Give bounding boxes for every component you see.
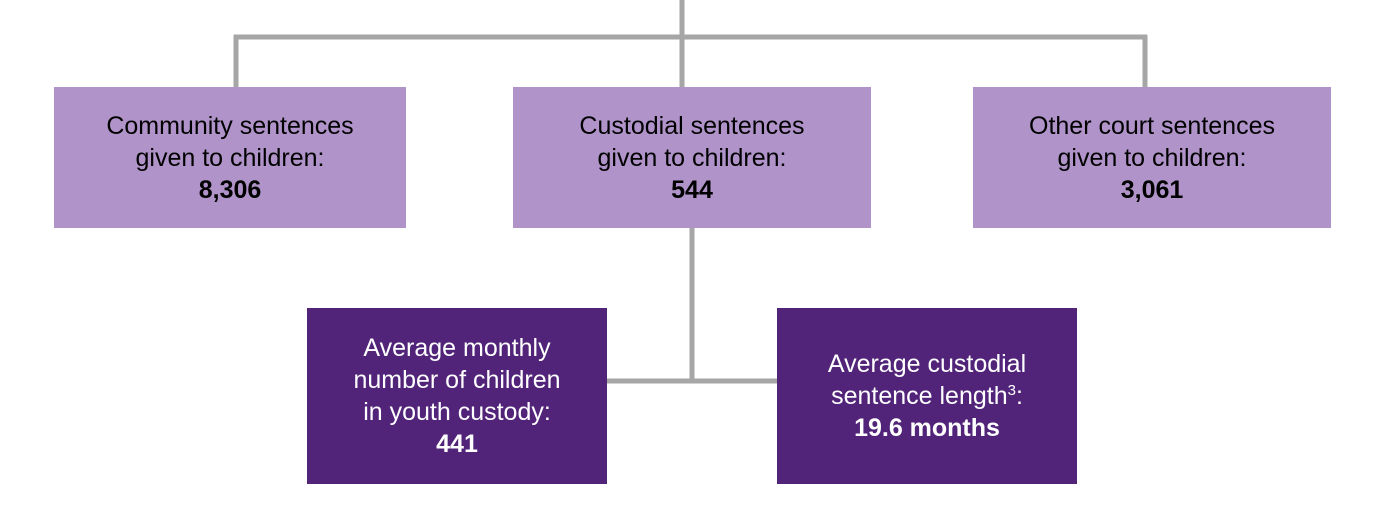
other-sentences-box: Other court sentences given to children:… [973,87,1331,228]
other-sentences-label-line2: given to children: [1057,143,1247,172]
monthly-custody-value: 441 [436,430,478,458]
monthly-custody-label-line3: in youth custody: [363,398,551,426]
sentence-length-label-line1: Average custodial [827,350,1027,378]
sentence-length-value: 19.6 months [854,414,1000,442]
custodial-sentences-label-line1: Custodial sentences [579,111,805,140]
community-sentences-value: 8,306 [198,175,262,204]
sentence-length-box: Average custodial sentence length3: 19.6… [777,308,1077,484]
monthly-custody-label-line1: Average monthly [363,334,551,362]
other-sentences-label-line1: Other court sentences [1029,111,1275,140]
custodial-sentences-label-line2: given to children: [597,143,787,172]
community-sentences-label-line2: given to children: [135,143,325,172]
other-sentences-value: 3,061 [1120,175,1184,204]
custodial-sentences-value: 544 [671,175,713,204]
sentence-length-label-line2: sentence length3: [831,380,1023,412]
monthly-custody-label-line2: number of children [353,366,561,394]
sentence-length-label-text: sentence length [831,382,1008,410]
footnote-marker: 3 [1007,382,1016,399]
community-sentences-box: Community sentences given to children: 8… [54,87,406,228]
community-sentences-label-line1: Community sentences [106,111,354,140]
sentence-length-label-suffix: : [1015,382,1023,410]
monthly-custody-box: Average monthly number of children in yo… [307,308,607,484]
custodial-sentences-box: Custodial sentences given to children: 5… [513,87,871,228]
